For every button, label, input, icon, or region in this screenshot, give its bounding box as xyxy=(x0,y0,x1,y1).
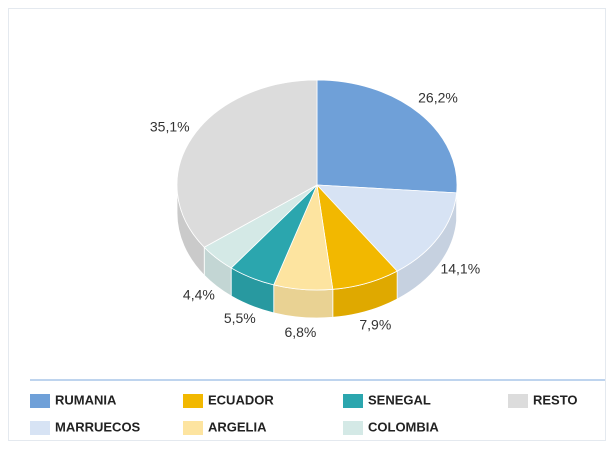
data-label: 14,1% xyxy=(440,261,480,277)
pie-slice xyxy=(316,184,458,272)
legend-swatch xyxy=(183,394,203,408)
legend-swatch xyxy=(343,421,363,435)
legend-swatch xyxy=(30,394,50,408)
data-label: 7,9% xyxy=(359,317,391,333)
data-label: 6,8% xyxy=(284,324,316,340)
legend-swatch xyxy=(343,394,363,408)
frame xyxy=(8,8,606,441)
legend-label: RUMANIA xyxy=(55,392,117,407)
legend-swatch xyxy=(30,421,50,435)
pie-slice xyxy=(316,79,458,194)
data-label: 26,2% xyxy=(418,89,458,105)
legend-swatch xyxy=(508,394,528,408)
legend-label: COLOMBIA xyxy=(368,419,439,434)
legend-label: ARGELIA xyxy=(208,419,267,434)
legend-label: MARRUECOS xyxy=(55,419,141,434)
data-label: 35,1% xyxy=(150,118,190,134)
legend-label: RESTO xyxy=(533,392,578,407)
data-label: 4,4% xyxy=(183,286,215,302)
legend-label: SENEGAL xyxy=(368,392,431,407)
data-label: 5,5% xyxy=(224,310,256,326)
legend-swatch xyxy=(183,421,203,435)
legend-label: ECUADOR xyxy=(208,392,274,407)
pie-slice xyxy=(176,79,318,248)
